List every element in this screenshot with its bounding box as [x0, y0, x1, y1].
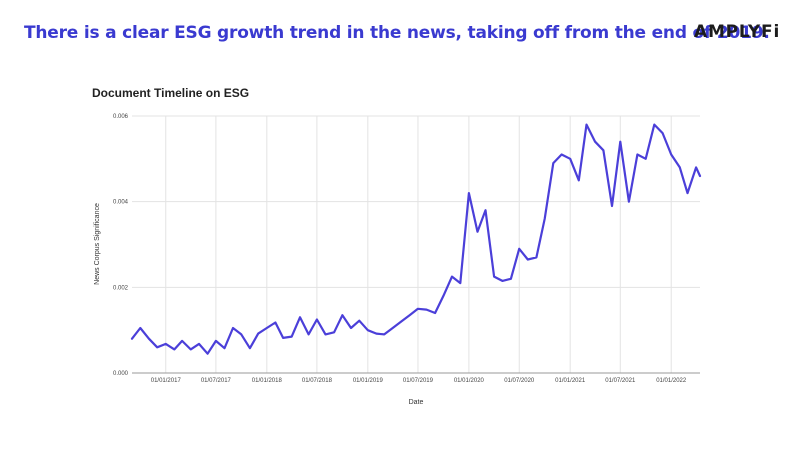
data-point — [686, 192, 688, 194]
data-point — [578, 179, 580, 181]
data-point — [611, 205, 613, 207]
data-point — [409, 314, 411, 316]
data-point — [299, 316, 301, 318]
data-point — [341, 314, 343, 316]
x-tick-label: 01/07/2018 — [302, 378, 333, 384]
x-tick-label: 01/07/2020 — [504, 378, 535, 384]
data-point — [383, 333, 385, 335]
data-point — [662, 132, 664, 134]
data-point — [695, 166, 697, 168]
data-point — [569, 158, 571, 160]
data-point — [274, 321, 276, 323]
data-point — [173, 348, 175, 350]
chart-title: Document Timeline on ESG — [92, 86, 250, 100]
data-point — [585, 124, 587, 126]
data-point — [619, 141, 621, 143]
x-axis-ticks: 01/01/2017 01/07/2017 01/01/2018 01/07/2018… — [151, 378, 687, 384]
data-point — [459, 282, 461, 284]
data-point — [544, 218, 546, 220]
x-tick-label: 01/01/2018 — [252, 378, 283, 384]
y-tick-label: 0.006 — [113, 114, 129, 120]
data-point — [308, 333, 310, 335]
y-axis-ticks: 0.000 0.002 0.004 0.006 — [113, 114, 129, 377]
x-tick-label: 01/07/2017 — [201, 378, 232, 384]
data-point — [476, 231, 478, 233]
data-point — [501, 280, 503, 282]
data-point — [131, 338, 133, 340]
brand-logo: AMPLYFi — [694, 22, 781, 42]
grid-lines — [132, 115, 700, 374]
data-point — [493, 276, 495, 278]
data-point — [442, 295, 444, 297]
data-point — [636, 153, 638, 155]
data-point — [468, 192, 470, 194]
data-point — [628, 201, 630, 203]
x-tick-label: 01/01/2019 — [353, 378, 384, 384]
data-point — [602, 149, 604, 151]
data-point — [181, 340, 183, 342]
page-headline: There is a clear ESG growth trend in the… — [24, 23, 770, 43]
data-point — [333, 331, 335, 333]
data-point — [400, 321, 402, 323]
data-point — [324, 333, 326, 335]
data-point — [358, 320, 360, 322]
data-point — [240, 333, 242, 335]
x-tick-label: 01/07/2019 — [403, 378, 434, 384]
x-axis-label: Date — [409, 399, 424, 406]
data-point — [527, 258, 529, 260]
data-point — [291, 336, 293, 338]
data-point — [645, 158, 647, 160]
data-point — [535, 256, 537, 258]
data-point — [257, 333, 259, 335]
y-tick-label: 0.004 — [113, 200, 129, 206]
x-tick-label: 01/07/2021 — [605, 378, 636, 384]
data-point — [417, 308, 419, 310]
data-point — [434, 312, 436, 314]
series-line — [130, 123, 702, 355]
data-point — [552, 162, 554, 164]
data-point — [594, 141, 596, 143]
data-point — [670, 153, 672, 155]
data-point — [518, 248, 520, 250]
data-point — [139, 327, 141, 329]
data-point — [249, 347, 251, 349]
data-point — [425, 309, 427, 311]
data-point — [699, 175, 701, 177]
x-tick-label: 01/01/2021 — [555, 378, 586, 384]
data-point — [316, 318, 318, 320]
data-point — [190, 348, 192, 350]
data-point — [510, 278, 512, 280]
data-point — [215, 340, 217, 342]
data-point — [165, 343, 167, 345]
data-point — [392, 327, 394, 329]
data-point — [198, 343, 200, 345]
data-point — [561, 153, 563, 155]
data-point — [375, 333, 377, 335]
data-point — [223, 347, 225, 349]
data-point — [232, 327, 234, 329]
x-tick-label: 01/01/2020 — [454, 378, 485, 384]
data-point — [451, 276, 453, 278]
data-point — [266, 327, 268, 329]
y-tick-label: 0.002 — [113, 285, 129, 291]
data-point — [148, 338, 150, 340]
y-axis-label: News Corpus Significance — [94, 203, 101, 285]
data-point — [484, 209, 486, 211]
data-point — [282, 337, 284, 339]
data-point — [653, 124, 655, 126]
x-tick-label: 01/01/2022 — [656, 378, 687, 384]
data-point — [156, 346, 158, 348]
data-point — [350, 327, 352, 329]
data-point — [367, 329, 369, 331]
data-points — [131, 124, 701, 355]
data-point — [679, 166, 681, 168]
x-tick-label: 01/01/2017 — [151, 378, 182, 384]
data-point — [207, 353, 209, 355]
y-tick-label: 0.000 — [113, 371, 129, 377]
